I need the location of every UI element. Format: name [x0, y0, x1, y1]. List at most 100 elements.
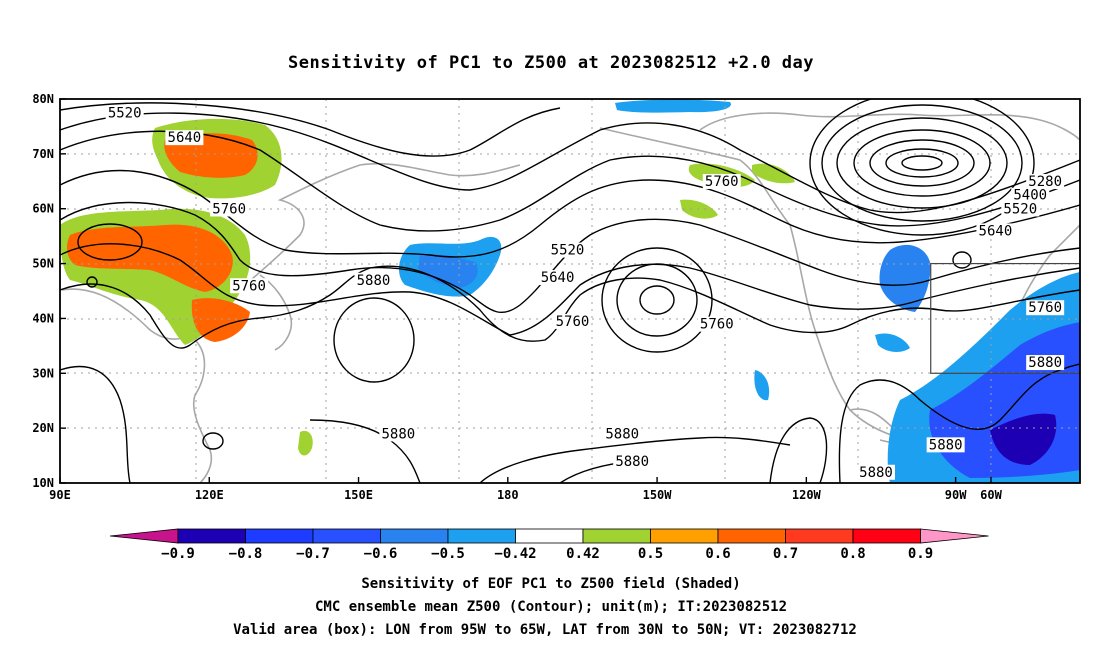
contour-label: 5760: [232, 278, 266, 294]
contour-label-bg: [1026, 355, 1065, 371]
colorbar-level-label: −0.7: [296, 546, 330, 562]
colorbar-segment: [650, 528, 719, 544]
contour-labels: 5520 5640 5760 5760 5880 5520 5640 5760 5760 5760…: [105, 105, 1065, 481]
contour-label-bg: [105, 105, 144, 121]
sensitivity-shading: [60, 99, 1080, 483]
contour-label-bg: [702, 174, 741, 190]
colorbar-over-triangle: [920, 528, 989, 544]
colorbar-segment: [717, 528, 786, 544]
shade-box-lightblue: [875, 333, 910, 352]
asia-coast: [61, 162, 521, 340]
colorbar-segment: [785, 528, 854, 544]
contour-label: 5640: [541, 270, 575, 286]
colorbar-level-label: 0.6: [705, 546, 730, 562]
x-tick-label: 120W: [792, 488, 822, 502]
contour-label-bg: [1001, 201, 1040, 217]
contour-label: 5640: [979, 223, 1013, 239]
colorbar-segment: [312, 528, 381, 544]
arctic-islands: [699, 112, 1080, 141]
indochina-coast: [192, 339, 213, 483]
contour-label-bg: [210, 201, 249, 217]
contour-label: 5760: [212, 201, 246, 217]
shade-siberia-orange: [67, 224, 233, 292]
contour-label: 5520: [551, 243, 585, 259]
contour-label-bg: [553, 313, 592, 329]
contour-label-bg: [230, 278, 269, 294]
contour-label: 5880: [859, 465, 893, 481]
colorbar-level-label: −0.6: [364, 546, 398, 562]
caption-line-2: CMC ensemble mean Z500 (Contour); unit(m…: [315, 599, 787, 615]
shade-atlantic-darkblue: [990, 413, 1057, 465]
contour-label-bg: [926, 437, 965, 453]
colorbar-segment: [515, 528, 584, 544]
contour-label: 5880: [605, 426, 639, 442]
colorbar-level-label: −0.42: [494, 546, 536, 562]
colorbar-segment: [447, 528, 516, 544]
contour-label: 5760: [556, 314, 590, 330]
map-panel: 5520 5640 5760 5760 5880 5520 5640 5760 5760 5760…: [59, 98, 1081, 484]
shade-mexico-blue: [754, 370, 770, 401]
colorbar-level-label: 0.7: [773, 546, 798, 562]
contour-label: 5400: [1013, 188, 1047, 204]
y-tick-label: 40N: [32, 311, 54, 325]
contour-label-bg: [1026, 174, 1065, 190]
shade-arctic-blue: [615, 99, 731, 113]
y-tick-label: 80N: [32, 92, 54, 106]
contour-label: 5520: [1003, 201, 1037, 217]
chart-title: Sensitivity of PC1 to Z500 at 2023082512…: [288, 53, 814, 73]
x-tick-label: 90E: [49, 488, 71, 502]
shade-china-orange: [191, 298, 250, 342]
contour-label: 5880: [615, 454, 649, 470]
colorbar-segment: [852, 528, 921, 544]
shade-canada-green: [752, 163, 795, 184]
map-frame: [59, 98, 1081, 484]
japan-coast: [259, 274, 293, 351]
x-axis-ticks: 90E 120E 150E 180 150W 120W 90W 60W: [49, 477, 1003, 502]
y-tick-label: 10N: [32, 476, 54, 490]
contour-label-bg: [857, 464, 895, 480]
colorbar-level-label: −0.5: [431, 546, 465, 562]
y-tick-label: 60N: [32, 202, 54, 216]
x-tick-label: 90W: [945, 488, 967, 502]
contour-label-bg: [613, 453, 652, 469]
x-tick-label: 120E: [195, 488, 224, 502]
colorbar-labels: −0.9 −0.8 −0.7 −0.6 −0.5 −0.42 0.42 0.5 0.6 0.7 0.…: [161, 546, 933, 562]
contour-label: 5880: [929, 437, 963, 453]
colorbar-segment: [380, 528, 449, 544]
z500-contours: [60, 99, 1080, 483]
x-tick-label: 150W: [643, 488, 673, 502]
contour-label-bg: [548, 242, 587, 258]
y-tick-label: 70N: [32, 147, 54, 161]
contour-label-bg: [603, 426, 642, 442]
colorbar-level-label: −0.8: [229, 546, 263, 562]
contour-label: 5760: [705, 174, 739, 190]
colorbar-under-triangle: [109, 528, 179, 544]
na-west-coast: [599, 127, 931, 446]
contour-label: 5520: [108, 105, 142, 121]
contour-label: 5280: [1028, 174, 1062, 190]
colorbar-segment: [177, 528, 246, 544]
colorbar-level-label: −0.9: [161, 546, 195, 562]
colorbar-level-label: 0.9: [908, 546, 933, 562]
shade-box-blue: [879, 244, 931, 312]
colorbar-segment: [582, 528, 651, 544]
contour-label: 5880: [1028, 355, 1062, 371]
contour-label: 5880: [381, 426, 415, 442]
contour-label: 5640: [168, 130, 202, 146]
colorbar: [109, 528, 989, 544]
caption-line-3: Valid area (box): LON from 95W to 65W, L…: [233, 622, 857, 638]
x-tick-label: 60W: [980, 488, 1002, 502]
caption-line-1: Sensitivity of EOF PC1 to Z500 field (Sh…: [361, 576, 740, 592]
shade-pacific-blue: [418, 254, 478, 288]
x-tick-label: 150E: [344, 488, 373, 502]
contour-label-bg: [538, 270, 577, 286]
contour-label-bg: [354, 272, 393, 288]
contour-label-bg: [697, 316, 736, 332]
contour-label-bg: [1011, 187, 1050, 203]
y-tick-label: 30N: [32, 366, 54, 380]
x-tick-label: 180: [497, 488, 519, 502]
colorbar-segment: [245, 528, 314, 544]
y-tick-label: 50N: [32, 257, 54, 271]
contour-label: 5880: [357, 273, 391, 289]
